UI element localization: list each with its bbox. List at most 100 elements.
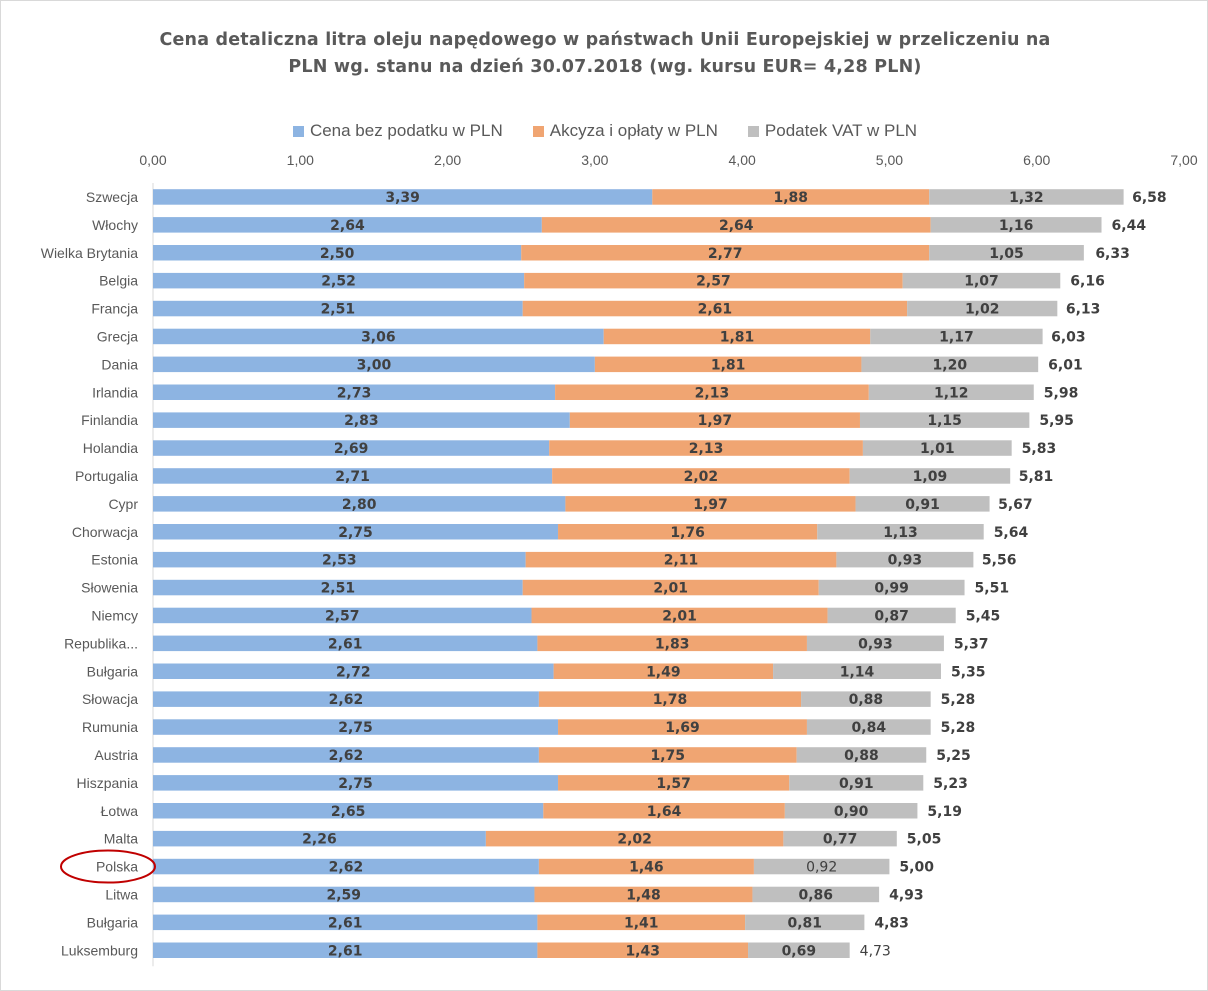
total-label: 4,73 [860, 943, 891, 959]
legend-swatch-akcyza [532, 125, 544, 137]
x-tick-label: 6,00 [1023, 152, 1050, 168]
category-label: Republika... [64, 635, 138, 651]
category-label: Dania [101, 356, 138, 372]
bar-segment [153, 217, 542, 233]
category-label: Finlandia [81, 412, 138, 428]
bar-segment [485, 830, 784, 847]
data-label: 0,88 [849, 692, 884, 708]
bar-segment [153, 635, 538, 652]
bar-segment [538, 691, 802, 707]
bar-segment [153, 691, 539, 707]
data-label: 1,14 [840, 664, 875, 680]
bar-segment [153, 942, 538, 958]
chart-title-line-2: PLN wg. stanu na dzień 30.07.2018 (wg. k… [288, 57, 922, 77]
bar-segment [868, 384, 1034, 400]
x-tick-label: 1,00 [287, 152, 314, 168]
data-label: 2,59 [326, 887, 361, 903]
data-label: 2,73 [337, 385, 372, 401]
data-label: 0,90 [834, 804, 869, 820]
category-label: Irlandia [92, 384, 138, 400]
total-label: 5,67 [998, 497, 1033, 513]
data-label: 1,48 [626, 887, 661, 903]
data-label: 2,13 [695, 385, 730, 401]
bar-segment [522, 579, 819, 596]
bar-segment [521, 245, 930, 261]
data-label: 2,53 [322, 553, 357, 569]
total-label: 5,83 [1022, 441, 1057, 457]
data-label: 0,91 [905, 497, 940, 513]
bar-segment [153, 858, 539, 875]
total-label: 5,64 [994, 525, 1029, 541]
bar-segment [541, 217, 931, 233]
data-label: 0,92 [806, 860, 837, 876]
data-label: 1,20 [933, 357, 968, 373]
total-label: 4,83 [874, 915, 909, 931]
data-label: 2,02 [684, 469, 719, 485]
x-tick-label: 7,00 [1170, 152, 1197, 168]
bar-segment [153, 607, 532, 624]
data-label: 1,05 [989, 246, 1024, 262]
data-label: 2,62 [329, 692, 364, 708]
bar-segment [153, 300, 523, 317]
category-label: Bułgaria [87, 663, 139, 679]
data-label: 2,51 [321, 581, 356, 597]
category-label: Polska [96, 859, 138, 875]
bar-segment [153, 803, 544, 819]
data-label: 1,57 [656, 776, 691, 792]
category-label: Chorwacja [72, 524, 138, 540]
data-label: 1,83 [655, 636, 690, 652]
bar-segment [827, 607, 956, 624]
bar-segment [784, 803, 918, 819]
bar-segment [153, 412, 570, 428]
data-label: 1,09 [913, 469, 948, 485]
data-label: 0,91 [839, 776, 874, 792]
data-label: 2,65 [331, 804, 366, 820]
data-label: 2,77 [708, 246, 743, 262]
total-label: 6,03 [1051, 329, 1086, 345]
bar-segment [153, 496, 566, 512]
data-label: 3,06 [361, 329, 396, 345]
bar-segment [773, 663, 941, 679]
bar-segment [753, 858, 890, 875]
legend-item-cena: Cena bez podatku w PLN [292, 121, 503, 141]
total-label: 5,51 [975, 581, 1010, 597]
total-label: 5,00 [899, 860, 934, 876]
data-label: 2,01 [653, 581, 688, 597]
bar-segment [153, 914, 538, 931]
bar-segment [153, 830, 486, 847]
bar-segment [930, 217, 1102, 233]
bar-segment [538, 858, 754, 875]
bar-segment [594, 356, 862, 373]
bar-segment [929, 189, 1124, 205]
bar-segment [153, 272, 525, 289]
bar-segment [537, 635, 807, 652]
x-tick-label: 2,00 [434, 152, 461, 168]
data-label: 1,43 [625, 943, 660, 959]
data-label: 1,12 [934, 385, 969, 401]
total-label: 5,98 [1044, 385, 1079, 401]
total-label: 5,19 [927, 804, 962, 820]
bar-segment [549, 440, 863, 456]
category-label: Holandia [83, 440, 138, 456]
data-label: 1,02 [965, 302, 1000, 318]
data-label: 0,77 [823, 832, 858, 848]
data-label: 0,84 [852, 720, 887, 736]
data-label: 1,01 [920, 441, 955, 457]
bar-segment [748, 942, 850, 958]
bar-segment [817, 524, 984, 540]
bar-segment [569, 412, 860, 428]
data-label: 2,62 [329, 748, 364, 764]
bar-segment [652, 189, 930, 205]
legend-label-cena: Cena bez podatku w PLN [309, 121, 503, 140]
data-label: 0,69 [782, 943, 817, 959]
total-label: 6,01 [1048, 357, 1083, 373]
bar-segment [836, 551, 974, 568]
category-label: Niemcy [91, 607, 138, 623]
bar-segment [552, 468, 850, 484]
legend-swatch-vat [747, 125, 759, 137]
data-label: 2,83 [344, 413, 379, 429]
bar-segment [524, 272, 903, 289]
bar-segment [153, 524, 559, 540]
total-label: 6,13 [1066, 302, 1101, 318]
